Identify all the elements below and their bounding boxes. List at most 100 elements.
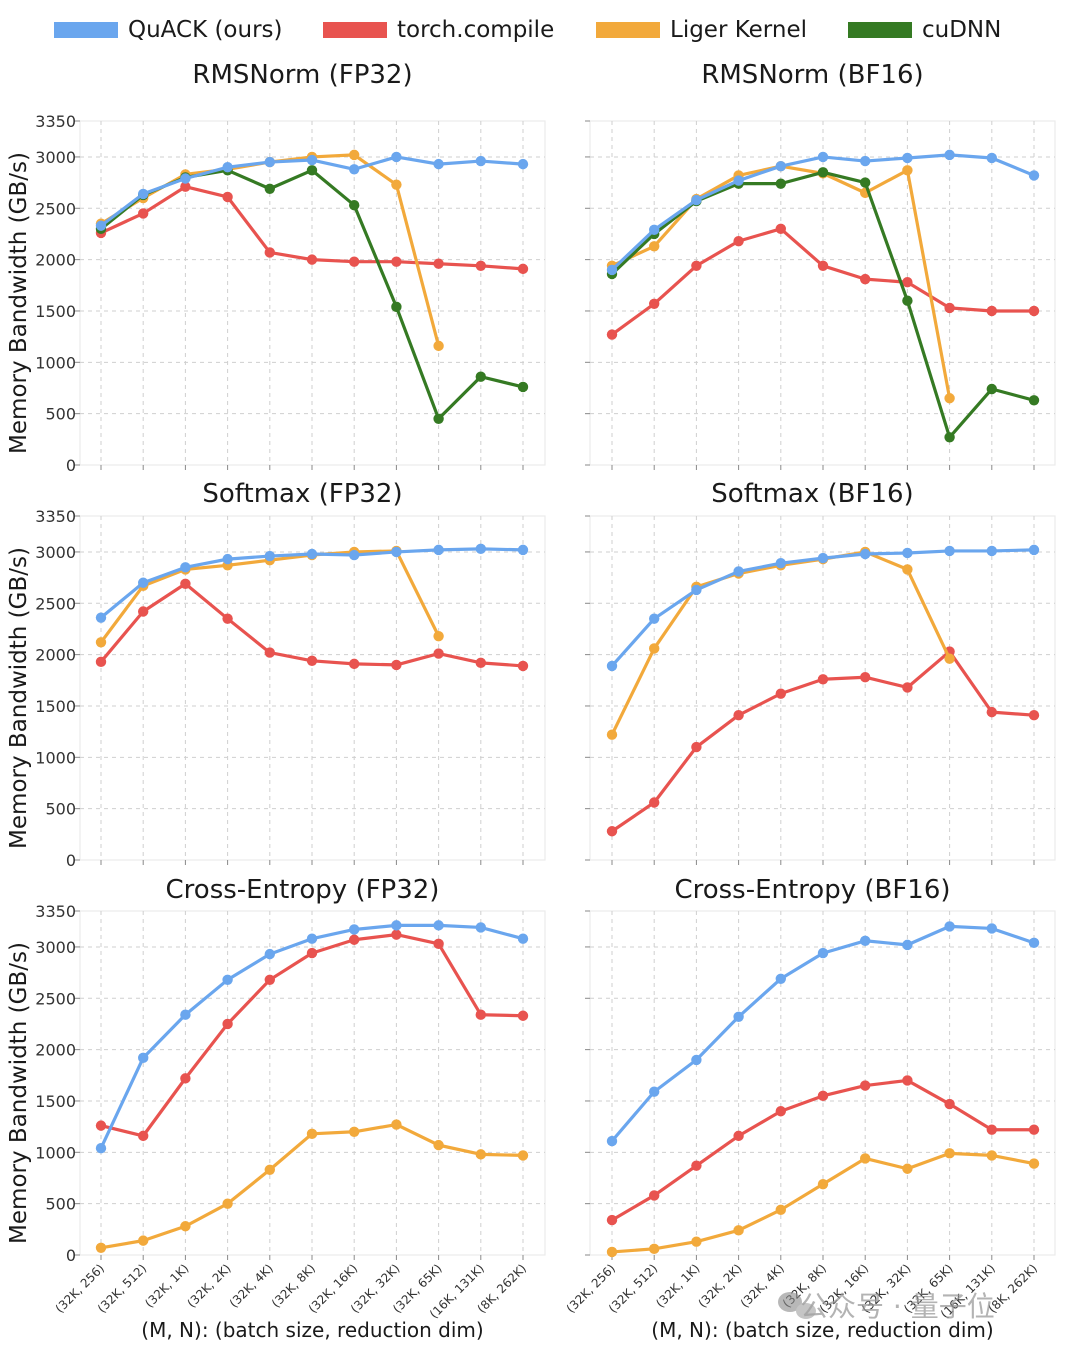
y-tick-label: 1500 [35, 697, 76, 716]
data-point [222, 974, 233, 985]
data-point [138, 1052, 149, 1064]
y-tick-label: 2000 [35, 646, 76, 665]
legend-swatch [54, 22, 118, 38]
data-point [691, 1236, 702, 1247]
data-point [306, 165, 318, 176]
data-point [649, 1190, 660, 1201]
legend-item-liger-kernel: Liger Kernel [596, 12, 807, 48]
data-point [475, 543, 486, 555]
data-point [349, 1126, 360, 1137]
data-point [475, 1009, 486, 1020]
data-point [433, 413, 444, 424]
data-point [180, 173, 191, 184]
legend-label: Liger Kernel [670, 17, 807, 43]
data-point [775, 558, 786, 569]
data-point [517, 660, 529, 672]
data-point [95, 1143, 107, 1154]
data-point [649, 613, 660, 624]
data-point [138, 188, 149, 200]
data-point [264, 647, 275, 658]
data-point [264, 247, 275, 258]
legend-item-torch-compile: torch.compile [323, 12, 554, 48]
legend-item-quack-ours: QuACK (ours) [54, 12, 283, 48]
data-point [775, 160, 786, 172]
series-torch-compile [95, 929, 529, 1142]
data-point [306, 933, 318, 944]
data-point [180, 181, 191, 192]
data-point [944, 302, 955, 314]
data-point [1028, 544, 1040, 556]
y-tick-label: 2000 [35, 1041, 76, 1060]
y-tick-label: 1000 [35, 353, 76, 372]
series-line [99, 168, 525, 421]
data-point [775, 688, 786, 699]
legend: QuACK (ours) torch.compile Liger Kernel cuD… [0, 12, 1080, 48]
data-point [860, 177, 871, 188]
x-tick-label: (32K, 2K) [184, 1261, 233, 1310]
data-point [433, 1139, 444, 1151]
data-point [1028, 395, 1040, 406]
panel-title: Softmax (BF16) [711, 479, 913, 509]
data-point [649, 643, 660, 654]
data-point [649, 298, 660, 309]
y-axis-label: Memory Bandwidth (GB/s) [6, 547, 32, 849]
y-tick-label: 3350 [35, 902, 76, 921]
data-point [517, 933, 529, 944]
panel-rmsnorm-bf16: RMSNorm (BF16) [585, 60, 1056, 470]
data-point [986, 545, 997, 557]
data-point [95, 656, 107, 668]
legend-swatch [848, 22, 912, 38]
data-point [517, 381, 529, 393]
data-point [733, 1130, 744, 1142]
data-point [349, 149, 360, 161]
y-tick-label: 1000 [35, 1143, 76, 1162]
data-point [180, 578, 191, 589]
data-point [817, 674, 829, 685]
data-point [860, 1153, 871, 1164]
y-tick-label: 0 [66, 1246, 76, 1265]
data-point [902, 277, 913, 288]
data-point [902, 682, 913, 693]
data-point [138, 208, 149, 219]
panel-title: RMSNorm (BF16) [701, 60, 923, 90]
y-tick-label: 0 [66, 851, 76, 870]
data-point [817, 167, 829, 178]
y-tick-label: 3000 [35, 938, 76, 957]
data-point [138, 1235, 149, 1246]
data-point [944, 653, 955, 664]
y-tick-label: 3350 [35, 507, 76, 526]
data-point [222, 553, 233, 565]
y-tick-label: 1000 [35, 748, 76, 767]
data-point [775, 178, 786, 189]
x-tick-label: (32K, 1K) [142, 1261, 191, 1310]
data-point [860, 273, 871, 285]
y-axis-label: Memory Bandwidth (GB/s) [6, 942, 32, 1244]
data-point [138, 577, 149, 588]
data-point [775, 1106, 786, 1117]
data-point [860, 1080, 871, 1091]
y-tick-label: 2500 [35, 594, 76, 613]
data-point [902, 547, 913, 559]
y-tick-label: 3350 [35, 112, 76, 131]
data-point [517, 263, 529, 275]
data-point [944, 393, 955, 404]
data-point [264, 974, 275, 985]
data-point [391, 920, 402, 931]
series-torch-compile [95, 578, 529, 672]
data-point [902, 295, 913, 306]
data-point [775, 223, 786, 235]
series-quack-ours [95, 920, 529, 1154]
data-point [391, 151, 402, 163]
data-point [349, 164, 360, 175]
data-point [817, 151, 829, 163]
data-point [691, 260, 702, 271]
data-point [433, 340, 444, 352]
data-point [475, 155, 486, 167]
y-tick-label: 3000 [35, 148, 76, 167]
y-tick-label: 1500 [35, 302, 76, 321]
legend-item-cudnn: cuDNN [848, 12, 1001, 48]
data-point [860, 548, 871, 560]
panel-title: Cross-Entropy (BF16) [674, 875, 950, 905]
data-point [817, 260, 829, 271]
data-point [180, 1073, 191, 1084]
